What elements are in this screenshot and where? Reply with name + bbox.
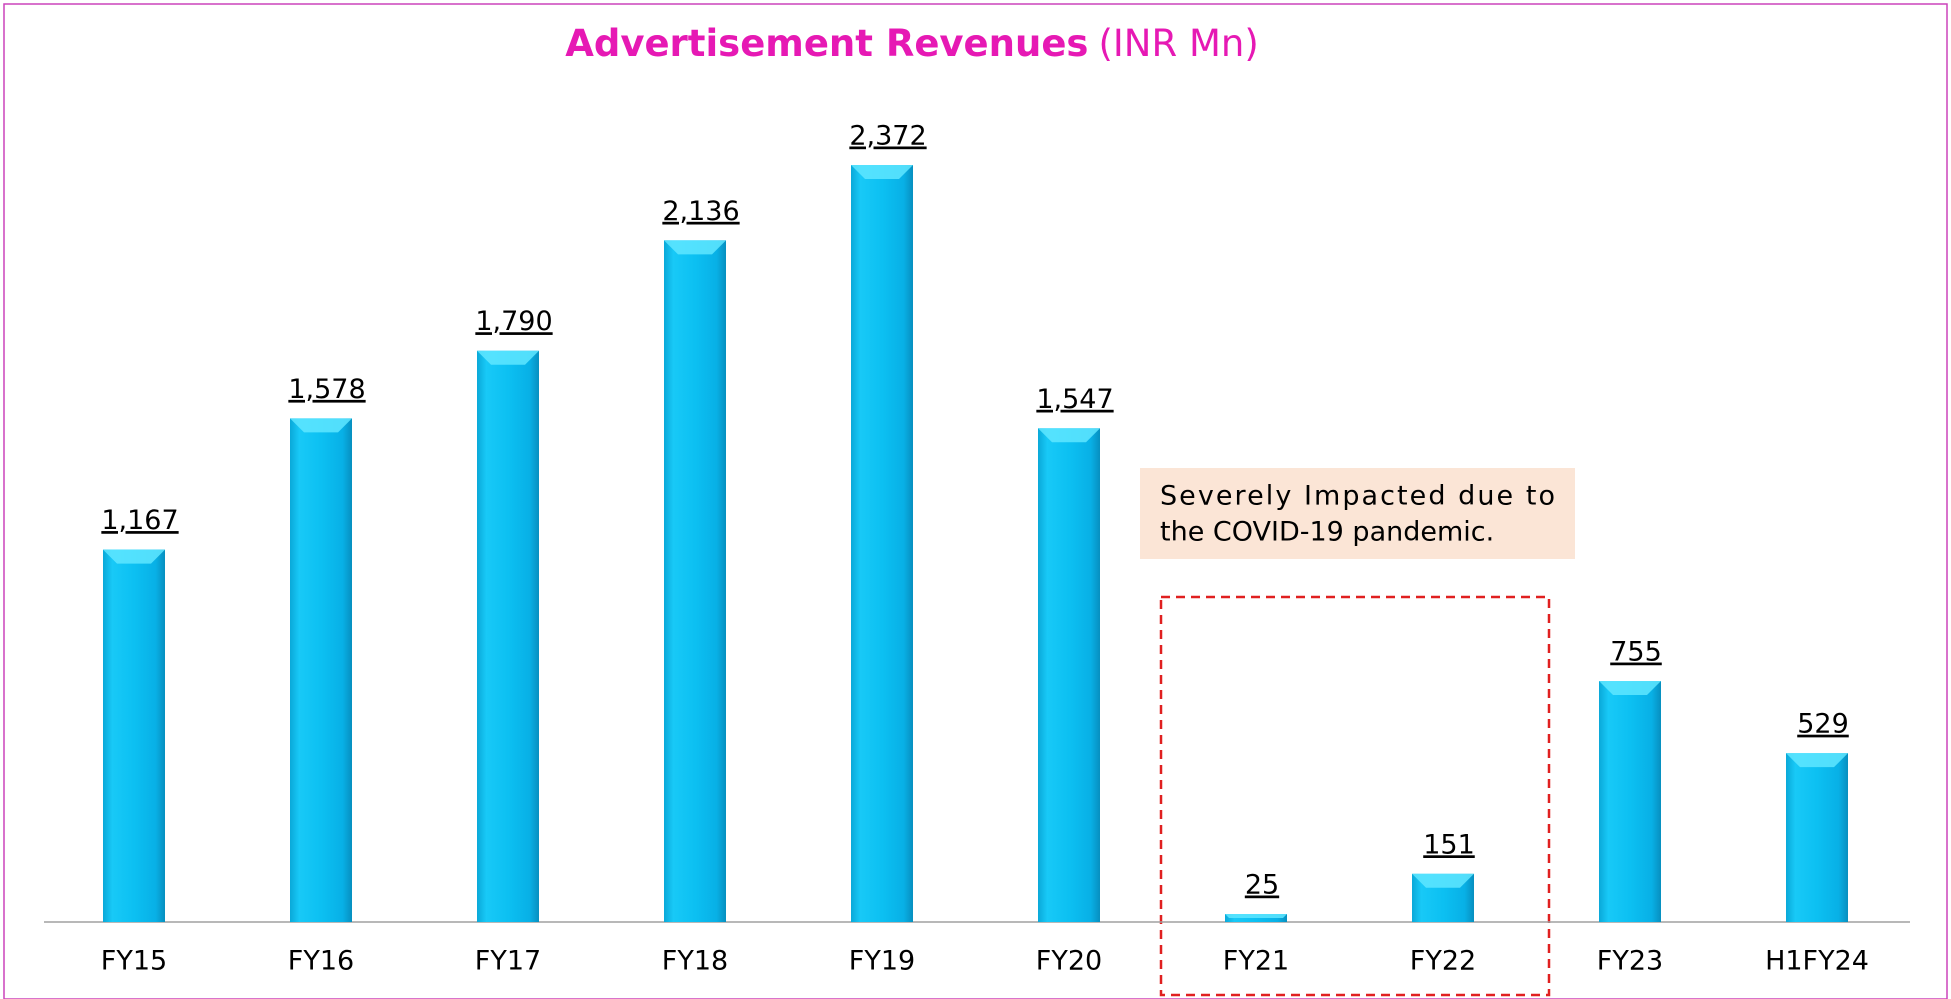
x-tick-label: FY22 <box>1410 946 1476 977</box>
x-tick-label: FY15 <box>101 946 167 977</box>
bar <box>477 350 539 922</box>
value-label: 2,372 <box>849 121 926 152</box>
highlight-box <box>1159 595 1551 997</box>
bar-bevel <box>1599 681 1661 696</box>
value-label: 1,790 <box>475 306 552 337</box>
x-tick-label: FY19 <box>849 946 915 977</box>
bar <box>851 165 913 922</box>
bar-bevel <box>1412 873 1474 888</box>
bar <box>1786 753 1848 922</box>
bar-bevel <box>103 549 165 564</box>
chart-title: Advertisement Revenues (INR Mn) <box>565 22 1259 65</box>
bar <box>103 549 165 922</box>
x-tick-label: FY21 <box>1223 946 1289 977</box>
annotation-box <box>1140 468 1575 559</box>
value-label: 2,136 <box>662 196 739 227</box>
bar-bevel <box>1786 753 1848 768</box>
bar <box>1599 681 1661 922</box>
bar-bevel <box>477 350 539 365</box>
value-label: 1,167 <box>101 505 178 536</box>
value-label: 529 <box>1797 709 1849 740</box>
bar <box>664 240 726 923</box>
x-tick-label: FY18 <box>662 946 728 977</box>
bar-bevel <box>851 165 913 179</box>
frame <box>3 3 1948 999</box>
bar-bevel <box>664 240 726 255</box>
bar <box>1038 428 1100 922</box>
value-label: 151 <box>1423 829 1475 860</box>
x-tick-label: FY17 <box>475 946 541 977</box>
bar-bevel <box>1038 428 1100 443</box>
bar <box>290 418 352 922</box>
x-tick-label: FY20 <box>1036 946 1102 977</box>
value-label: 25 <box>1245 870 1279 901</box>
bar-bevel <box>290 418 352 433</box>
value-label: 755 <box>1610 637 1662 668</box>
value-label: 1,578 <box>288 374 365 405</box>
value-label: 1,547 <box>1036 384 1113 415</box>
annotation: Severely Impacted due to <box>1160 481 1555 512</box>
bar-bevel <box>1225 914 1287 919</box>
x-tick-label: H1FY24 <box>1765 946 1869 977</box>
x-tick-label: FY16 <box>288 946 354 977</box>
x-tick-label: FY23 <box>1597 946 1663 977</box>
annotation: the COVID-19 pandemic. <box>1160 517 1494 548</box>
